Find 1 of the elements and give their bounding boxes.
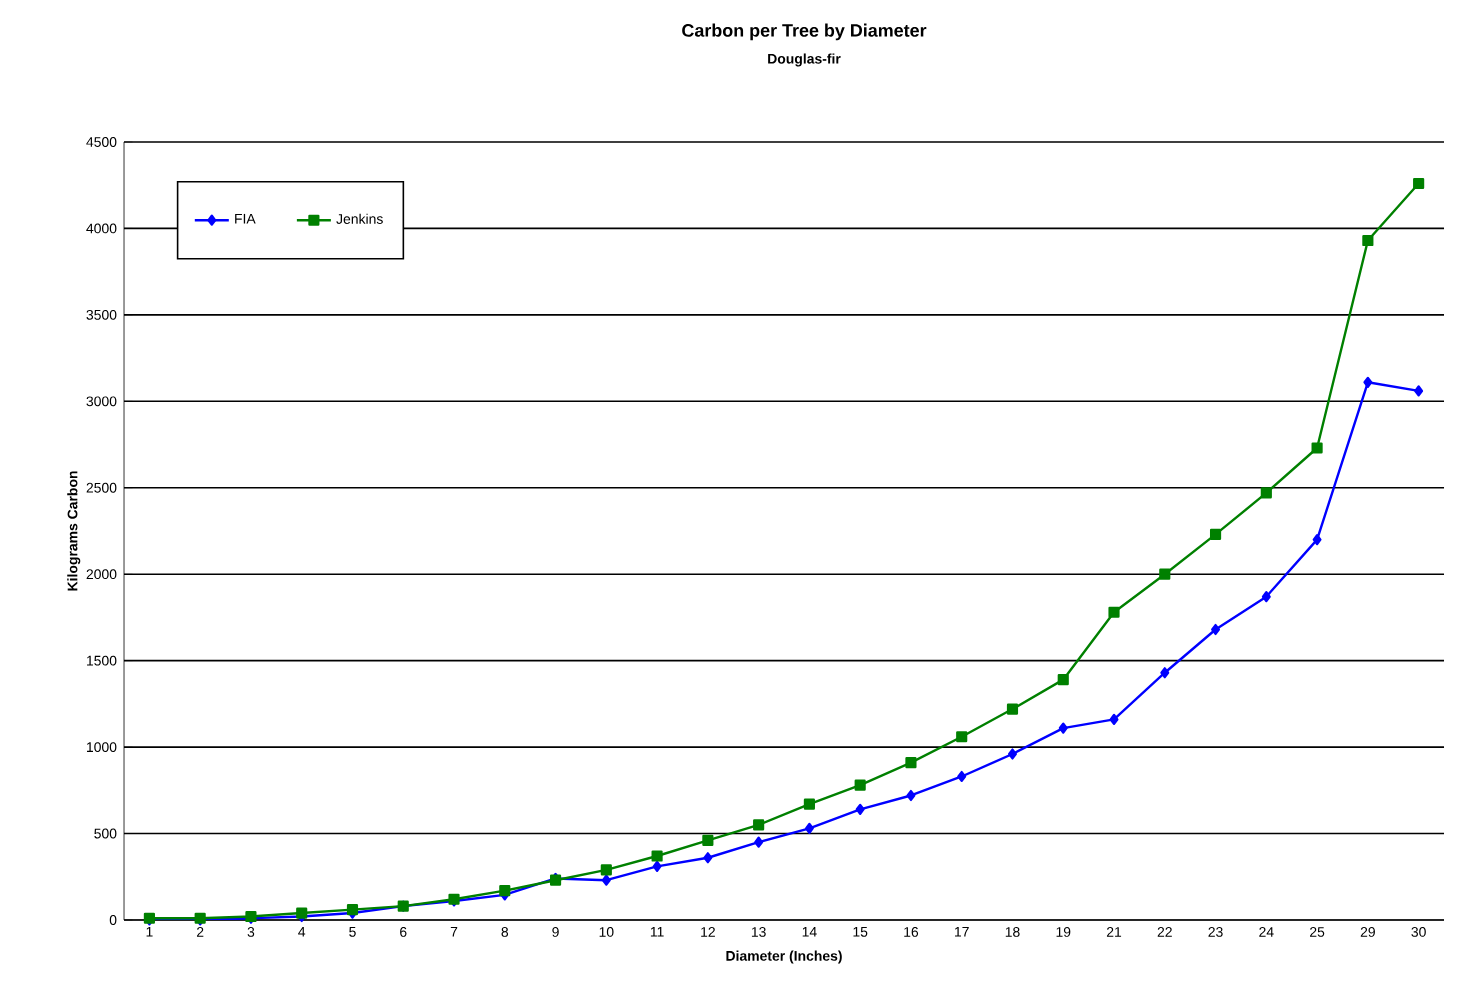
chart-title: Carbon per Tree by Diameter: [682, 23, 927, 41]
